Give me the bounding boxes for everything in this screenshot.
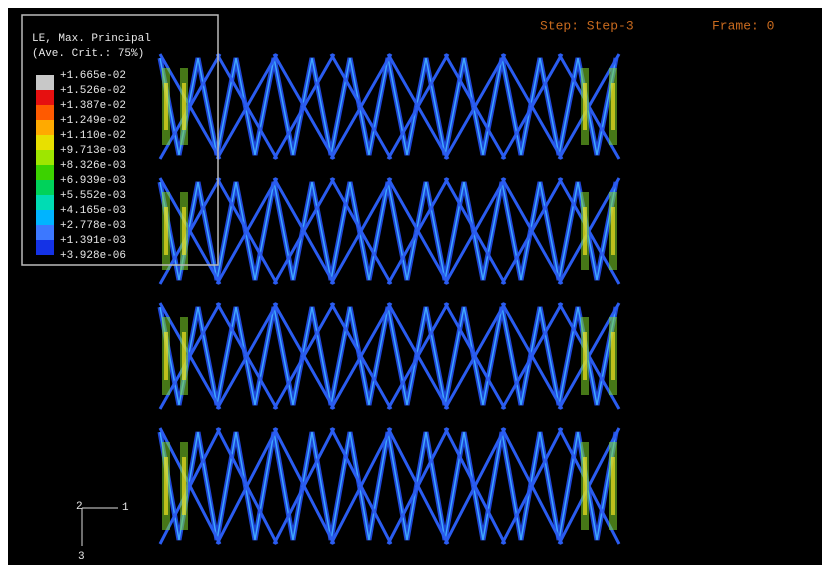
strain-hotspot (164, 207, 168, 255)
step-label: Step: Step-3 (540, 18, 634, 33)
frame-label: Frame: 0 (712, 18, 774, 33)
legend-swatch (36, 225, 54, 240)
legend-swatch (36, 165, 54, 180)
legend-label: +9.713e-03 (60, 145, 126, 157)
legend-swatch (36, 75, 54, 90)
legend-label: +1.110e-02 (60, 130, 126, 142)
legend-label: +3.928e-06 (60, 250, 126, 262)
legend-label: +8.326e-03 (60, 160, 126, 172)
strain-hotspot (164, 83, 168, 130)
legend-swatch (36, 180, 54, 195)
legend-label: +1.249e-02 (60, 115, 126, 127)
strain-hotspot (583, 207, 587, 255)
strain-hotspot (611, 332, 615, 380)
strain-hotspot (182, 457, 186, 515)
legend-swatch (36, 90, 54, 105)
strain-hotspot (611, 207, 615, 255)
viewport: LE, Max. Principal (Ave. Crit.: 75%) +1.… (0, 0, 828, 573)
legend-label: +1.387e-02 (60, 100, 126, 112)
legend-swatch (36, 195, 54, 210)
strain-hotspot (611, 457, 615, 515)
legend-label: +4.165e-03 (60, 205, 126, 217)
legend-label: +1.526e-02 (60, 85, 126, 97)
legend-swatch (36, 210, 54, 225)
strain-hotspot (182, 83, 186, 130)
strain-hotspot (182, 207, 186, 255)
strain-hotspot (164, 332, 168, 380)
legend-swatch (36, 135, 54, 150)
triad-label: 1 (122, 502, 129, 514)
strain-hotspot (164, 457, 168, 515)
legend-label: +5.552e-03 (60, 190, 126, 202)
strain-hotspot (611, 83, 615, 130)
legend-label: +1.391e-03 (60, 235, 126, 247)
strain-hotspot (583, 332, 587, 380)
strain-hotspot (182, 332, 186, 380)
legend-label: +2.778e-03 (60, 220, 126, 232)
legend-title: LE, Max. Principal (32, 33, 151, 45)
legend-label: +1.665e-02 (60, 70, 126, 82)
strain-hotspot (583, 457, 587, 515)
triad-label: 3 (78, 551, 85, 563)
legend-swatch (36, 105, 54, 120)
legend-swatch (36, 120, 54, 135)
strain-hotspot (583, 83, 587, 130)
legend-swatch (36, 150, 54, 165)
triad-label: 2 (76, 501, 83, 513)
legend-swatch (36, 240, 54, 255)
legend-label: +6.939e-03 (60, 175, 126, 187)
legend-subtitle: (Ave. Crit.: 75%) (32, 48, 144, 60)
